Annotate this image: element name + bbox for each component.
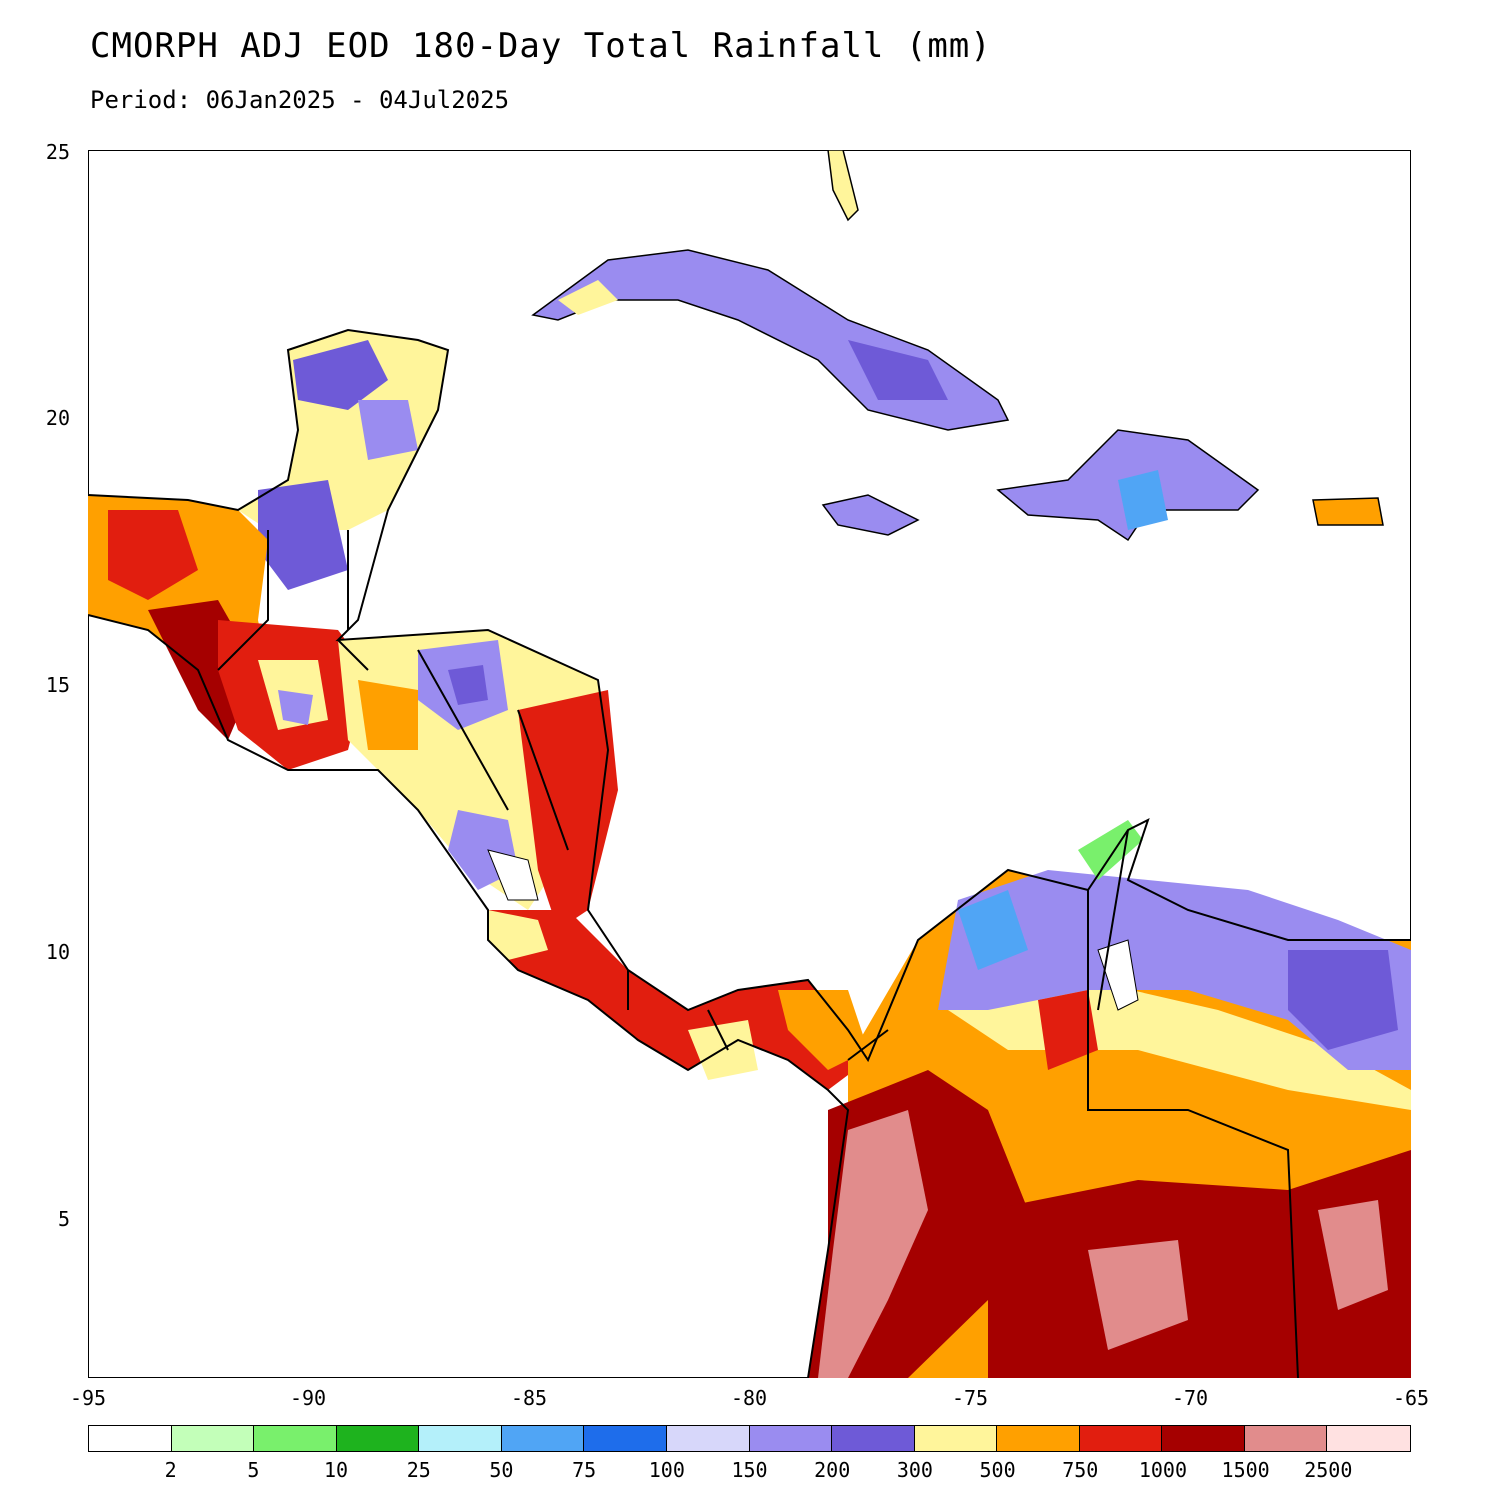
hispaniola-blue <box>1118 470 1168 530</box>
honduras-orange <box>358 680 418 750</box>
colombia-pacific-pink <box>818 1110 928 1378</box>
legend-label: 200 <box>814 1458 851 1482</box>
y-tick-label: 5 <box>57 1207 70 1231</box>
southern-mexico-wet <box>108 510 198 600</box>
legend-label: 1500 <box>1221 1458 1270 1482</box>
x-tick-label: -65 <box>1392 1386 1430 1410</box>
y-tick-label: 20 <box>45 406 70 430</box>
legend-swatch <box>749 1426 833 1451</box>
legend-swatch <box>89 1426 172 1451</box>
venezuela-purple-core <box>1288 950 1398 1050</box>
guajira-green <box>1078 820 1143 880</box>
legend-label: 25 <box>406 1458 431 1482</box>
legend-swatch <box>997 1426 1080 1451</box>
x-tick-label: -75 <box>951 1386 989 1410</box>
legend-label: 50 <box>489 1458 514 1482</box>
legend-swatch <box>1162 1426 1245 1451</box>
legend-swatch <box>1079 1426 1163 1451</box>
legend-label: 150 <box>731 1458 768 1482</box>
legend-label: 5 <box>247 1458 260 1482</box>
legend-label: 100 <box>648 1458 685 1482</box>
colombia-interior-pink <box>1088 1240 1188 1350</box>
maracaibo-wet <box>1038 990 1098 1070</box>
y-tick-label: 15 <box>45 673 70 697</box>
legend-swatch <box>254 1426 337 1451</box>
x-tick-label: -85 <box>510 1386 548 1410</box>
colombia-interior-wet <box>988 1150 1411 1378</box>
x-tick-label: -90 <box>289 1386 327 1410</box>
legend-swatch <box>832 1426 915 1451</box>
legend-swatch <box>1327 1426 1410 1451</box>
mainland-coastline <box>88 328 1411 1063</box>
rainfall-map <box>88 150 1411 1378</box>
panama-east <box>778 990 868 1070</box>
caribbean-coast-purple <box>938 870 1411 1070</box>
honduras-purple-core <box>448 665 488 705</box>
legend-label: 10 <box>324 1458 349 1482</box>
legend-label: 2500 <box>1304 1458 1353 1482</box>
legend-label: 2 <box>164 1458 177 1482</box>
legend-swatch <box>419 1426 502 1451</box>
x-tick-label: -95 <box>69 1386 107 1410</box>
cuba-dry-west <box>558 280 618 315</box>
yucatan-patch-3 <box>358 400 418 460</box>
coast-blue <box>958 890 1028 970</box>
yucatan-wet-patch <box>293 340 388 410</box>
costa-rica-dry <box>488 910 548 960</box>
map-title: CMORPH ADJ EOD 180-Day Total Rainfall (m… <box>90 26 992 66</box>
nicaragua-lake <box>487 849 539 901</box>
puerto-rico-island <box>1312 497 1384 526</box>
jamaica-island <box>821 494 920 536</box>
legend-label: 500 <box>979 1458 1016 1482</box>
legend-label: 75 <box>572 1458 597 1482</box>
legend-swatch <box>171 1426 255 1451</box>
legend-swatch <box>1244 1426 1328 1451</box>
pacific-coastline <box>88 614 850 1378</box>
legend-swatch <box>501 1426 585 1451</box>
florida-keys <box>827 150 859 222</box>
yucatan-wet-patch-2 <box>258 480 348 590</box>
legend-label: 1000 <box>1138 1458 1188 1482</box>
legend-swatch <box>584 1426 667 1451</box>
cuba-purple-core <box>848 340 948 400</box>
legend-label: 750 <box>1062 1458 1099 1482</box>
color-legend <box>88 1425 1411 1452</box>
x-tick-label: -80 <box>730 1386 768 1410</box>
legend-swatch <box>666 1426 750 1451</box>
cuba-island <box>531 249 1010 431</box>
yucatan-region <box>238 330 448 530</box>
y-tick-label: 25 <box>45 140 70 164</box>
costa-rica-region <box>488 910 868 1090</box>
lake-maracaibo <box>1097 939 1139 1011</box>
legend-swatch <box>914 1426 998 1451</box>
legend-swatch <box>336 1426 420 1451</box>
legend-label: 300 <box>896 1458 933 1482</box>
guatemala-blue <box>278 690 313 725</box>
country-borders <box>217 530 1299 1378</box>
venezuela-east-pink <box>1318 1200 1388 1310</box>
map-subtitle: Period: 06Jan2025 - 04Jul2025 <box>90 86 510 114</box>
x-tick-label: -70 <box>1171 1386 1209 1410</box>
y-tick-label: 10 <box>45 940 70 964</box>
